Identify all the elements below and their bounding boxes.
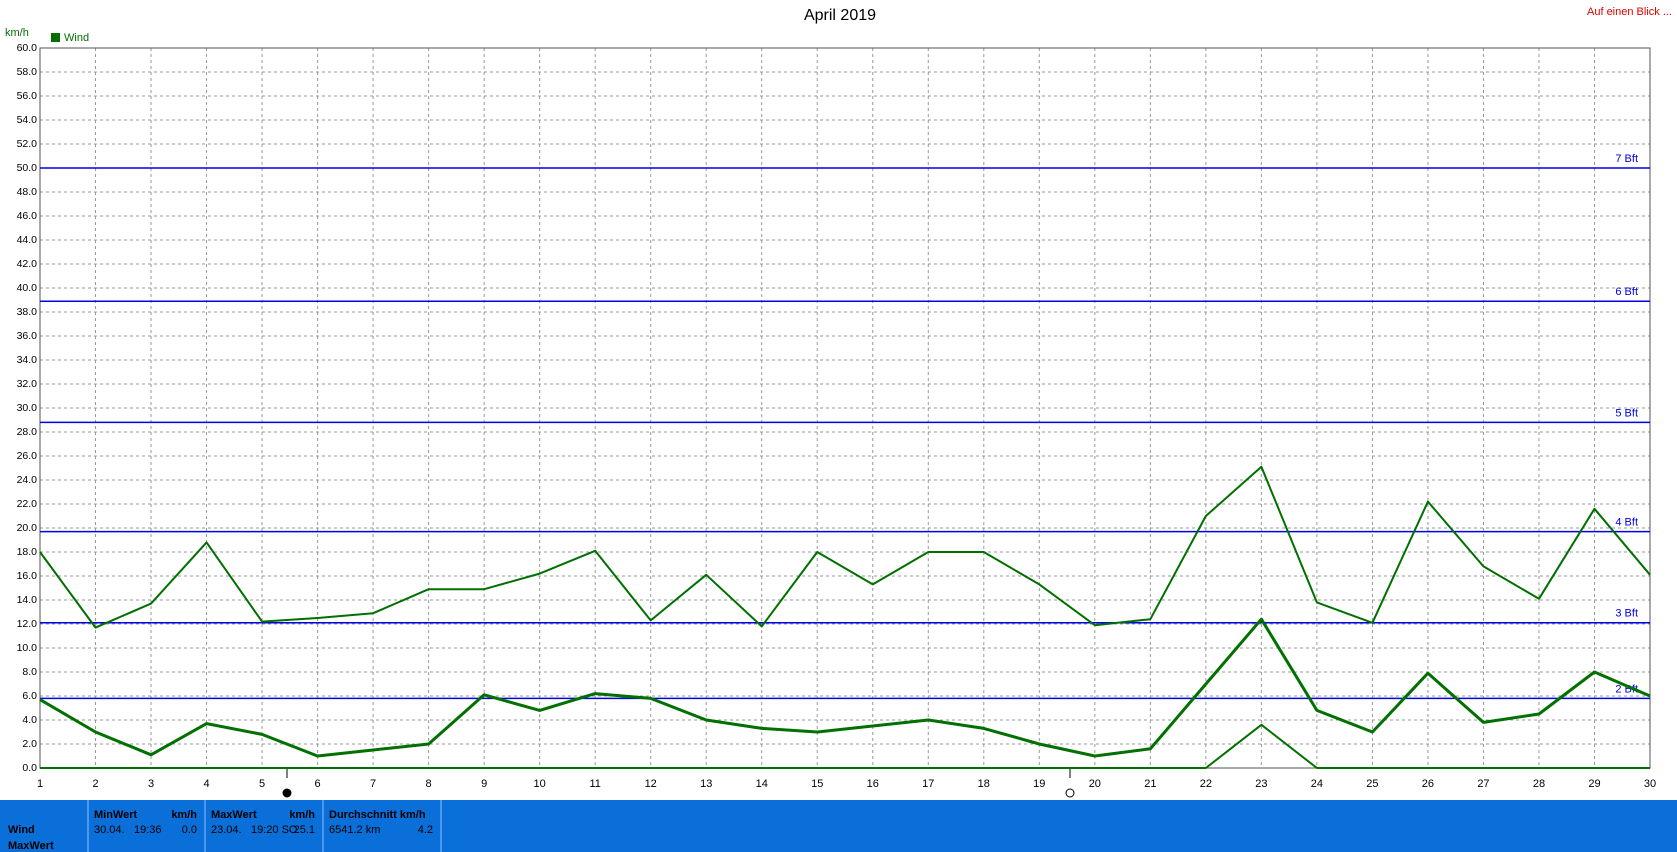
- y-tick-label: 38.0: [17, 306, 38, 318]
- y-tick-label: 34.0: [17, 354, 38, 366]
- legend-swatch: [51, 33, 60, 42]
- y-tick-label: 56.0: [17, 90, 38, 102]
- beaufort-label: 4 Bft: [1615, 517, 1638, 529]
- stats-date: 30.04.: [94, 824, 125, 836]
- stats-time: 19:20 SO: [251, 824, 298, 836]
- x-tick-label: 16: [867, 778, 879, 790]
- y-tick-label: 18.0: [17, 546, 38, 558]
- y-tick-label: 4.0: [22, 714, 37, 726]
- x-tick-label: 1: [37, 778, 43, 790]
- legend-label: Wind: [64, 32, 89, 44]
- stats-date: 6541.2 km: [329, 824, 380, 836]
- y-tick-label: 42.0: [17, 258, 38, 270]
- stats-date: 23.04.: [211, 824, 242, 836]
- x-tick-label: 24: [1311, 778, 1323, 790]
- y-tick-label: 52.0: [17, 138, 38, 150]
- x-tick-label: 27: [1477, 778, 1489, 790]
- wind-line: [40, 723, 1650, 769]
- y-tick-label: 50.0: [17, 162, 38, 174]
- y-tick-label: 20.0: [17, 522, 38, 534]
- x-tick-label: 26: [1422, 778, 1434, 790]
- x-tick-label: 17: [922, 778, 934, 790]
- y-tick-label: 6.0: [22, 690, 37, 702]
- x-tick-label: 5: [259, 778, 265, 790]
- x-tick-label: 21: [1144, 778, 1156, 790]
- stats-header: Durchschnitt km/h: [329, 809, 426, 821]
- x-tick-label: 15: [811, 778, 823, 790]
- stats-value: 0.0: [182, 824, 197, 836]
- x-tick-label: 13: [700, 778, 712, 790]
- x-tick-label: 29: [1588, 778, 1600, 790]
- stats-time: 19:36: [134, 824, 162, 836]
- y-tick-label: 60.0: [17, 42, 38, 54]
- y-tick-label: 26.0: [17, 450, 38, 462]
- x-tick-label: 28: [1533, 778, 1545, 790]
- y-tick-label: 40.0: [17, 282, 38, 294]
- beaufort-label: 5 Bft: [1615, 407, 1638, 419]
- y-axis-label: km/h: [5, 27, 29, 39]
- x-tick-label: 22: [1200, 778, 1212, 790]
- x-tick-label: 11: [589, 778, 600, 790]
- stats-header: MaxWert: [211, 809, 257, 821]
- x-tick-label: 7: [370, 778, 376, 790]
- x-tick-label: 2: [92, 778, 98, 790]
- stats-value: 4.2: [418, 824, 433, 836]
- beaufort-label: 2 Bft: [1615, 683, 1638, 695]
- x-tick-label: 9: [481, 778, 487, 790]
- beaufort-label: 3 Bft: [1615, 608, 1638, 620]
- row-label: Wind: [8, 824, 35, 836]
- y-tick-label: 30.0: [17, 402, 38, 414]
- y-tick-label: 0.0: [22, 762, 37, 774]
- row-label: MaxWert: [8, 840, 54, 852]
- stats-unit: km/h: [171, 809, 197, 821]
- wind-line: [39, 617, 1651, 758]
- y-tick-label: 46.0: [17, 210, 38, 222]
- y-tick-label: 36.0: [17, 330, 38, 342]
- y-tick-label: 44.0: [17, 234, 38, 246]
- x-tick-label: 12: [645, 778, 657, 790]
- x-tick-label: 25: [1366, 778, 1378, 790]
- x-tick-label: 8: [426, 778, 432, 790]
- x-tick-label: 19: [1033, 778, 1045, 790]
- y-tick-label: 28.0: [17, 426, 38, 438]
- wind-line: [39, 465, 1651, 629]
- corner-link[interactable]: Auf einen Blick ...: [1587, 6, 1672, 18]
- x-tick-label: 30: [1644, 778, 1656, 790]
- y-tick-label: 14.0: [17, 594, 38, 606]
- y-tick-label: 58.0: [17, 66, 38, 78]
- stats-header: MinWert: [94, 809, 138, 821]
- y-tick-label: 24.0: [17, 474, 38, 486]
- beaufort-label: 7 Bft: [1615, 153, 1638, 165]
- x-tick-label: 10: [534, 778, 546, 790]
- moon-icon: [1065, 788, 1075, 798]
- stats-panel: [0, 800, 1677, 852]
- x-tick-label: 3: [148, 778, 154, 790]
- y-tick-label: 16.0: [17, 570, 38, 582]
- y-tick-label: 8.0: [22, 666, 37, 678]
- y-tick-label: 22.0: [17, 498, 38, 510]
- y-tick-label: 48.0: [17, 186, 38, 198]
- stats-unit: km/h: [289, 809, 315, 821]
- y-tick-label: 2.0: [22, 738, 37, 750]
- y-tick-label: 54.0: [17, 114, 38, 126]
- x-tick-label: 14: [756, 778, 768, 790]
- x-tick-label: 4: [203, 778, 209, 790]
- stats-value: 25.1: [294, 824, 315, 836]
- x-tick-label: 20: [1089, 778, 1101, 790]
- y-tick-label: 10.0: [17, 642, 38, 654]
- y-tick-label: 32.0: [17, 378, 38, 390]
- y-tick-label: 12.0: [17, 618, 38, 630]
- beaufort-label: 6 Bft: [1615, 286, 1638, 298]
- x-tick-label: 18: [978, 778, 990, 790]
- moon-icon: [282, 788, 292, 798]
- x-tick-label: 6: [315, 778, 321, 790]
- x-tick-label: 23: [1255, 778, 1267, 790]
- chart-title: April 2019: [804, 7, 876, 24]
